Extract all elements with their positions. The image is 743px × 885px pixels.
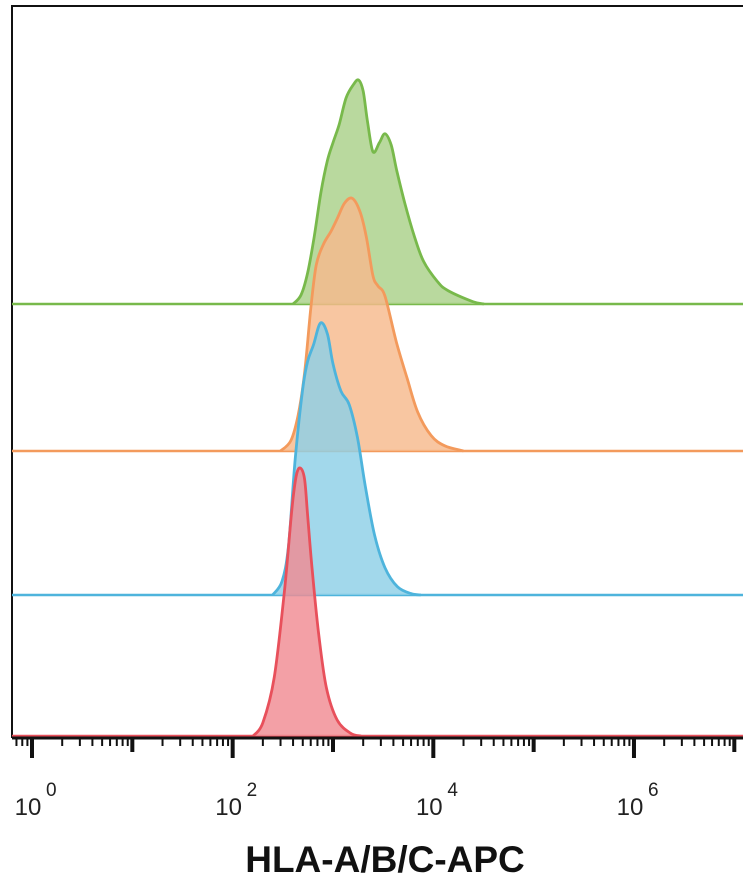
tick-exponent: 6 — [648, 780, 659, 801]
x-tick-label: 102 — [215, 780, 257, 821]
tick-base: 10 — [215, 794, 242, 821]
histogram-series-1 — [12, 466, 743, 738]
tick-base: 10 — [15, 794, 42, 821]
histogram-layers — [12, 78, 743, 738]
tick-exponent: 2 — [247, 780, 258, 801]
x-axis-title: HLA-A/B/C-APC — [245, 839, 525, 880]
histogram-outline — [279, 196, 464, 453]
histogram-outline — [292, 78, 485, 306]
x-tick-label: 100 — [15, 780, 57, 821]
tick-base: 10 — [416, 794, 443, 821]
histogram-outline — [251, 466, 362, 738]
plot-border — [11, 5, 743, 738]
plot-frame — [11, 5, 743, 738]
histogram-series-4 — [12, 78, 743, 306]
x-tick-label: 106 — [617, 780, 659, 821]
tick-exponent: 0 — [46, 780, 57, 801]
x-tick-label: 104 — [416, 780, 458, 821]
histogram-outline — [271, 321, 421, 597]
tick-base: 10 — [617, 794, 644, 821]
histogram-fill — [253, 467, 361, 736]
tick-exponent: 4 — [447, 780, 458, 801]
